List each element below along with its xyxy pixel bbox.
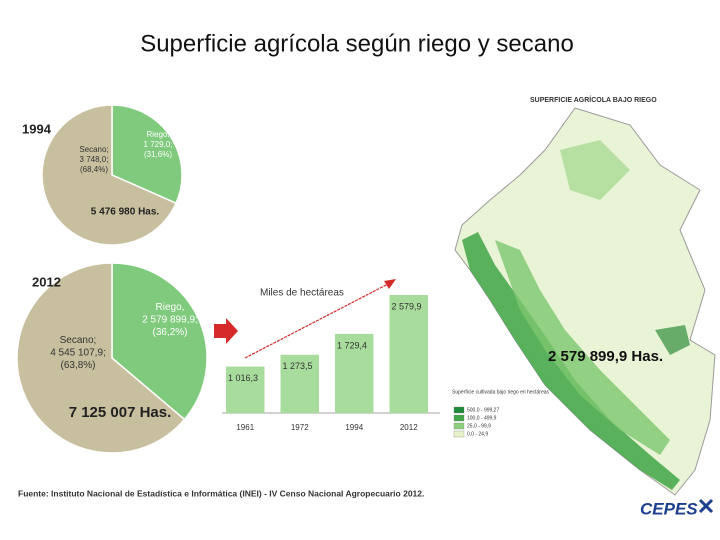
trend-arrowhead (384, 279, 396, 289)
pie-category-label: Riego: (146, 130, 169, 139)
x-tick-label: 1972 (291, 423, 309, 432)
bar (389, 295, 428, 413)
legend-swatch (453, 430, 465, 438)
pie-value-label: (68,4%) (80, 165, 108, 174)
map-irrigation-patch (560, 140, 630, 200)
x-tick-label: 1994 (345, 423, 363, 432)
pie-slice (111, 104, 183, 205)
legend-label: 500,0 - 999,27 (467, 407, 499, 413)
pie-total: 5 476 980 Has. (91, 207, 160, 218)
pie-total: 7 125 007 Has. (69, 404, 172, 421)
pie-value-label: (36,2%) (152, 327, 187, 338)
source-note: Fuente: Instituto Nacional de Estadístic… (18, 488, 424, 498)
bar-value-label: 1 273,5 (283, 361, 313, 371)
legend-swatch (453, 406, 465, 414)
pie-area-label: 2 579 899,9; (142, 315, 198, 326)
legend-label: 100,0 - 499,9 (467, 415, 497, 421)
pie-slice (16, 262, 186, 454)
map-irrigation-patch (495, 240, 670, 455)
legend-swatch (453, 422, 465, 430)
bar-value-label: 1 016,3 (228, 373, 258, 383)
pie-value-label: (63,8%) (60, 360, 95, 371)
trend-line (244, 283, 389, 359)
bar (280, 354, 319, 413)
pie-category-label: Secano; (79, 145, 108, 154)
legend-label: 0,0 - 24,9 (467, 431, 488, 437)
pie-value-label: (31,6%) (144, 150, 172, 159)
legend-swatch (453, 414, 465, 422)
pie-category-label: Riego, (156, 302, 185, 313)
bar (226, 366, 265, 413)
map-irrigation-patch (655, 325, 690, 355)
pie-year: 2012 (32, 274, 61, 289)
x-tick-label: 1961 (236, 423, 254, 432)
map-total: 2 579 899,9 Has. (548, 348, 663, 365)
arrow-block (214, 318, 238, 344)
pie-area-label: 1 729,0; (144, 140, 173, 149)
pie-area-label: 4 545 107,9; (50, 348, 106, 359)
pie-area-label: 3 748,0; (80, 155, 109, 164)
logo-mark (698, 498, 714, 514)
pie-year: 1994 (22, 121, 52, 136)
legend-title: Superficie cultivada bajo riego en hectá… (452, 389, 550, 395)
logo: CEPES (640, 499, 698, 518)
pie-slice (41, 104, 178, 246)
bar (335, 333, 374, 413)
legend-label: 25,0 - 99,9 (467, 423, 491, 429)
bar-value-label: 2 579,9 (392, 301, 422, 311)
bar-value-label: 1 729,4 (337, 340, 367, 350)
map-title: SUPERFICIE AGRÍCOLA BAJO RIEGO (530, 95, 657, 104)
x-tick-label: 2012 (400, 423, 418, 432)
slide-title: Superficie agrícola según riego y secano (140, 30, 574, 57)
pie-slice (111, 262, 208, 421)
pie-category-label: Secano; (60, 335, 97, 346)
chart-annotation: Miles de hectáreas (260, 288, 344, 299)
